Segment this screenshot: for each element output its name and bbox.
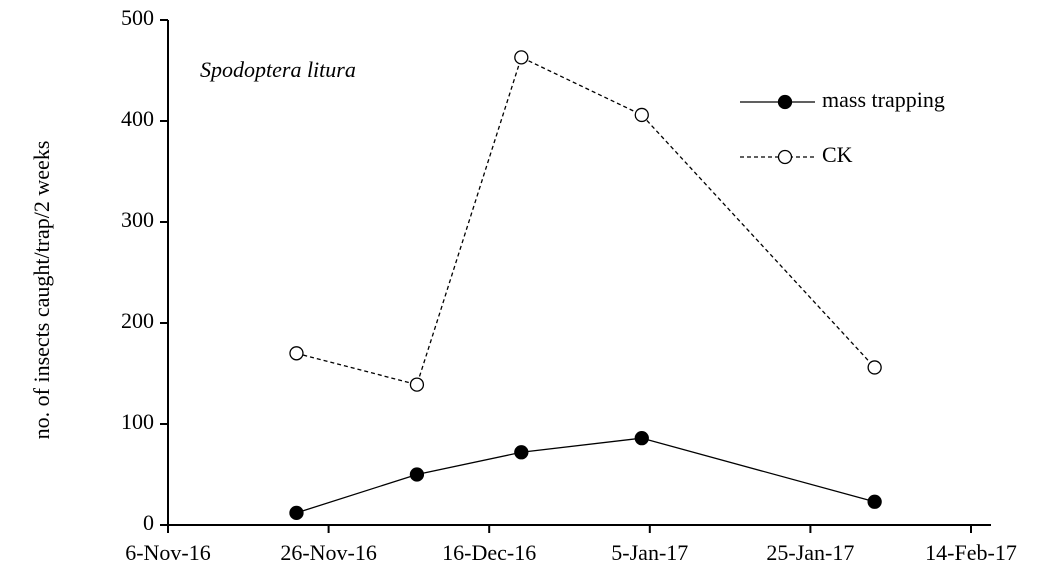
legend-label: mass trapping xyxy=(822,87,945,112)
data-point xyxy=(634,107,649,123)
y-tick-label: 200 xyxy=(121,308,154,333)
legend-marker xyxy=(777,149,793,165)
annotation: Spodoptera litura xyxy=(200,57,356,82)
x-tick-label: 26-Nov-16 xyxy=(280,540,377,565)
data-point xyxy=(514,50,529,65)
y-axis-label: no. of insects caught/trap/2 weeks xyxy=(29,141,54,440)
data-point xyxy=(409,377,425,392)
data-point xyxy=(634,430,649,446)
data-point xyxy=(867,494,882,509)
x-tick-label: 16-Dec-16 xyxy=(442,540,536,565)
y-tick-label: 100 xyxy=(121,409,154,434)
y-tick-label: 300 xyxy=(121,207,154,232)
data-point xyxy=(409,467,425,482)
x-tick-label: 6-Nov-16 xyxy=(125,540,211,565)
data-point xyxy=(867,360,882,375)
x-tick-label: 25-Jan-17 xyxy=(766,540,854,565)
x-tick-label: 14-Feb-17 xyxy=(925,540,1017,565)
y-tick-label: 0 xyxy=(143,510,154,535)
legend-label: CK xyxy=(822,142,853,167)
data-point xyxy=(514,445,529,460)
series-line xyxy=(296,56,876,386)
series-line xyxy=(296,437,875,514)
data-point xyxy=(289,505,304,521)
y-tick-label: 400 xyxy=(121,106,154,131)
legend-marker xyxy=(777,94,793,110)
y-tick-label: 500 xyxy=(121,5,154,30)
data-point xyxy=(289,346,304,361)
x-tick-label: 5-Jan-17 xyxy=(611,540,688,565)
